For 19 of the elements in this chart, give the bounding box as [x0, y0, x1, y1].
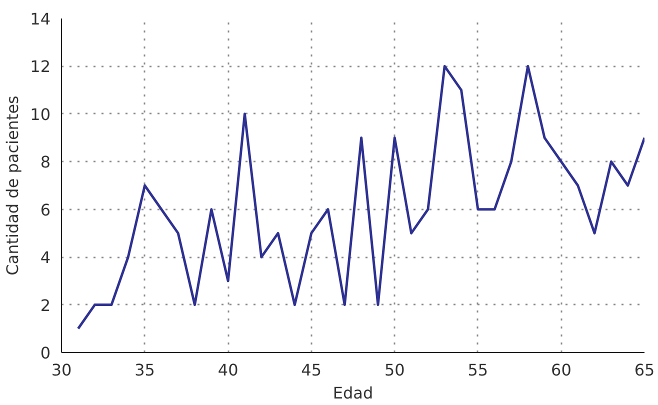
x-tick-label: 40	[218, 360, 238, 380]
x-axis-title: Edad	[332, 384, 374, 402]
y-tick-label: 0	[40, 344, 51, 362]
x-tick-label: 45	[301, 360, 322, 380]
y-tick-label: 2	[40, 296, 51, 315]
y-tick-label: 8	[40, 152, 51, 172]
y-tick-label: 4	[40, 248, 51, 268]
y-tick-label: 10	[30, 104, 50, 124]
x-tick-label: 55	[468, 360, 488, 380]
x-tick-label: 35	[134, 360, 155, 380]
x-tick-label: 60	[551, 360, 572, 380]
x-tick-label: 50	[384, 360, 405, 380]
y-tick-label: 14	[30, 10, 50, 28]
line-series	[76, 64, 644, 330]
y-tick-label: 12	[30, 57, 50, 76]
y-axis-title: Cantidad de pacientes	[3, 96, 22, 276]
x-tick-label: 30	[51, 360, 72, 380]
x-tick-label: 65	[634, 360, 655, 380]
y-tick-label: 6	[40, 200, 51, 220]
